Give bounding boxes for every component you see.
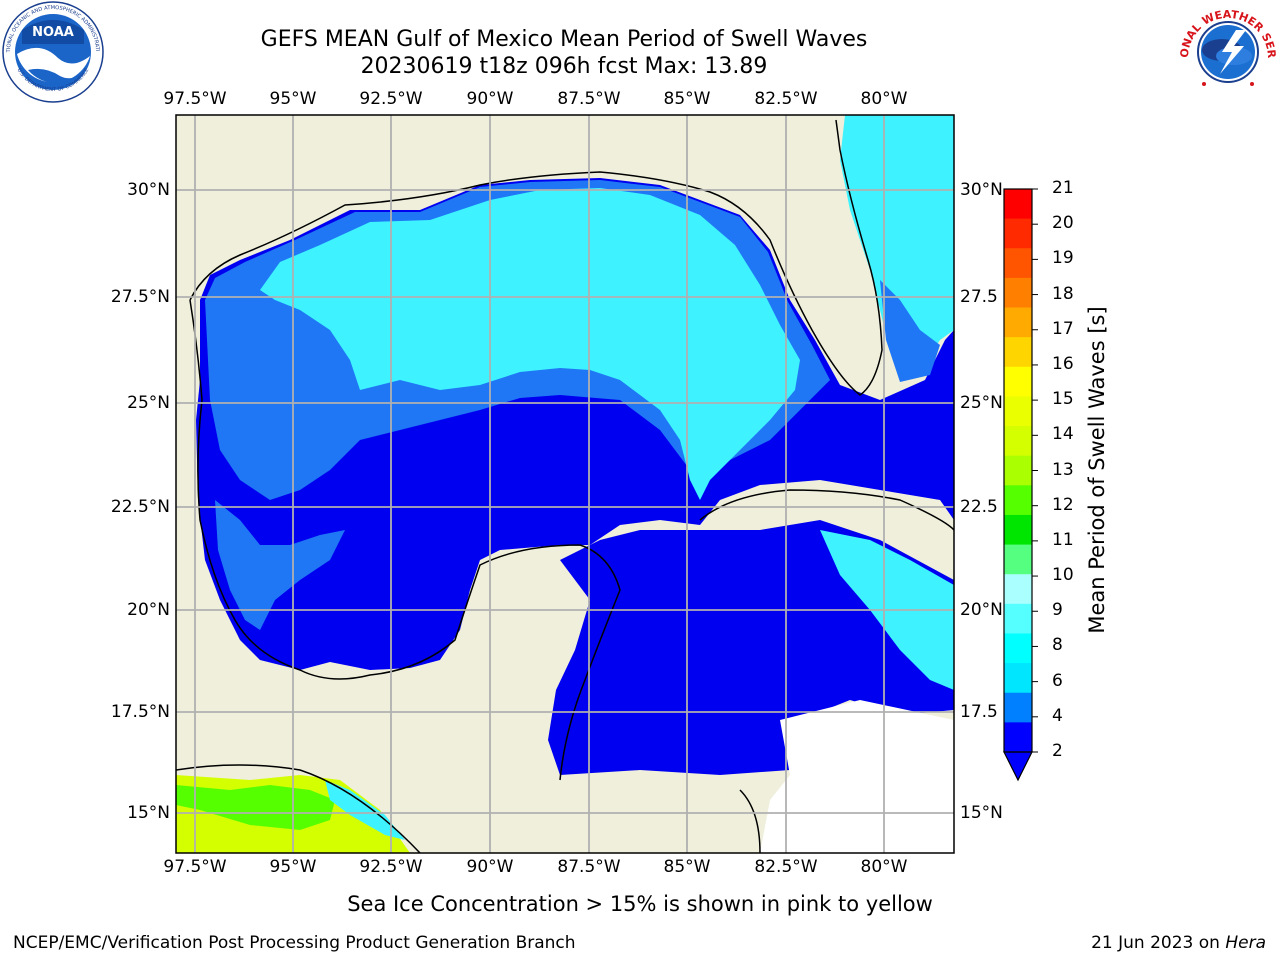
colorbar-segment (1004, 633, 1032, 664)
lat-label-left: 17.5°N (110, 702, 170, 722)
colorbar-tick-label: 2 (1052, 741, 1063, 761)
colorbar-segment (1004, 307, 1032, 338)
colorbar-tick-label: 10 (1052, 565, 1074, 586)
colorbar-tick-label: 15 (1052, 389, 1074, 410)
run-host: Hera (1225, 933, 1266, 953)
colorbar-segment (1004, 663, 1032, 694)
colorbar-segment (1004, 189, 1032, 220)
colorbar-tick-label: 4 (1052, 705, 1063, 726)
colorbar-segment (1004, 277, 1032, 309)
lon-label-top: 97.5°W (163, 89, 227, 109)
colorbar-segment (1004, 366, 1032, 397)
colorbar-segment (1004, 485, 1032, 516)
lon-label-top: 90°W (466, 89, 514, 109)
run-date-text: 21 Jun 2023 on (1091, 933, 1226, 953)
lon-label-bottom: 82.5°W (754, 857, 818, 877)
colorbar-tick-label: 13 (1052, 459, 1074, 480)
nws-logo: NATIONAL WEATHER SERVICE (1176, 0, 1278, 98)
lat-label-right: 30°N (960, 180, 1003, 200)
colorbar (1003, 188, 1038, 782)
lon-label-bottom: 80°W (860, 857, 908, 877)
sea-ice-caption: Sea Ice Concentration > 15% is shown in … (347, 892, 933, 916)
coastlines (176, 119, 954, 853)
lon-label-bottom: 97.5°W (163, 857, 227, 877)
no-data-patch (760, 700, 954, 853)
lat-label-left: 27.5°N (110, 287, 170, 307)
lat-label-right: 15°N (960, 803, 1003, 823)
colorbar-segment (1004, 218, 1032, 249)
colorbar-segment (1004, 544, 1032, 575)
run-date: 21 Jun 2023 on Hera (1091, 933, 1266, 953)
producer-credit: NCEP/EMC/Verification Post Processing Pr… (13, 933, 576, 953)
lat-label-left: 25°N (127, 393, 170, 413)
lat-label-right: 27.5 (960, 287, 998, 307)
colorbar-segment (1004, 337, 1032, 368)
atlantic-water-mid (880, 280, 940, 382)
colorbar-tick-label: 21 (1052, 178, 1074, 198)
lat-label-right: 22.5 (960, 497, 998, 517)
lon-label-bottom: 87.5°W (557, 857, 621, 877)
colorbar-segment (1004, 692, 1032, 723)
colorbar-tick-label: 19 (1052, 248, 1074, 269)
colorbar-segment (1004, 514, 1032, 546)
lat-label-left: 30°N (127, 180, 170, 200)
colorbar-segment (1004, 574, 1032, 605)
colorbar-title: Mean Period of Swell Waves [s] (1085, 306, 1109, 634)
colorbar-tick-label: 16 (1052, 353, 1074, 374)
colorbar-tick-label: 14 (1052, 424, 1074, 445)
lat-label-right: 25°N (960, 393, 1003, 413)
map-frame (175, 114, 955, 854)
colorbar-segment (1004, 248, 1032, 279)
lat-label-right: 17.5 (960, 702, 998, 722)
atlantic-water (840, 115, 954, 380)
lon-label-top: 80°W (860, 89, 908, 109)
map-title: GEFS MEAN Gulf of Mexico Mean Period of … (260, 27, 868, 52)
noaa-logo: NOAA NATIONAL OCEANIC AND ATMOSPHERIC AD… (0, 0, 104, 103)
lon-label-bottom: 95°W (269, 857, 317, 877)
gulf-water-light (260, 188, 800, 500)
colorbar-tick-label: 18 (1052, 283, 1074, 304)
lat-label-right: 20°N (960, 600, 1003, 620)
colorbar-segment (1004, 455, 1032, 486)
colorbar-extend-arrow (1003, 751, 1033, 782)
colorbar-tick-label: 8 (1052, 635, 1063, 656)
lon-label-top: 92.5°W (359, 89, 423, 109)
colorbar-segment (1004, 396, 1032, 427)
noaa-logo-text: NOAA (32, 25, 74, 40)
colorbar-segment (1004, 426, 1032, 457)
lon-label-top: 87.5°W (557, 89, 621, 109)
colorbar-tick-label: 11 (1052, 529, 1074, 550)
lon-label-bottom: 85°W (663, 857, 711, 877)
pacific-water-cyan (325, 780, 405, 840)
lat-label-left: 22.5°N (110, 497, 170, 517)
map-subtitle: 20230619 t18z 096h fcst Max: 13.89 (360, 54, 768, 79)
colorbar-tick-label: 20 (1052, 213, 1074, 234)
colorbar-tick-label: 17 (1052, 318, 1074, 339)
pacific-water-green (176, 785, 335, 830)
lon-label-top: 85°W (663, 89, 711, 109)
grid-lines (176, 115, 954, 853)
lat-label-left: 15°N (127, 803, 170, 823)
lat-label-left: 20°N (127, 600, 170, 620)
lon-label-bottom: 92.5°W (359, 857, 423, 877)
lon-label-top: 95°W (269, 89, 317, 109)
colorbar-tick-label: 9 (1052, 600, 1063, 621)
colorbar-tick-label: 6 (1052, 670, 1063, 691)
gulf-water-mid-west (215, 500, 345, 630)
colorbar-tick-label: 12 (1052, 494, 1074, 515)
colorbar-segment (1004, 722, 1032, 753)
lon-label-bottom: 90°W (466, 857, 514, 877)
colorbar-segment (1004, 603, 1032, 634)
lon-label-top: 82.5°W (754, 89, 818, 109)
